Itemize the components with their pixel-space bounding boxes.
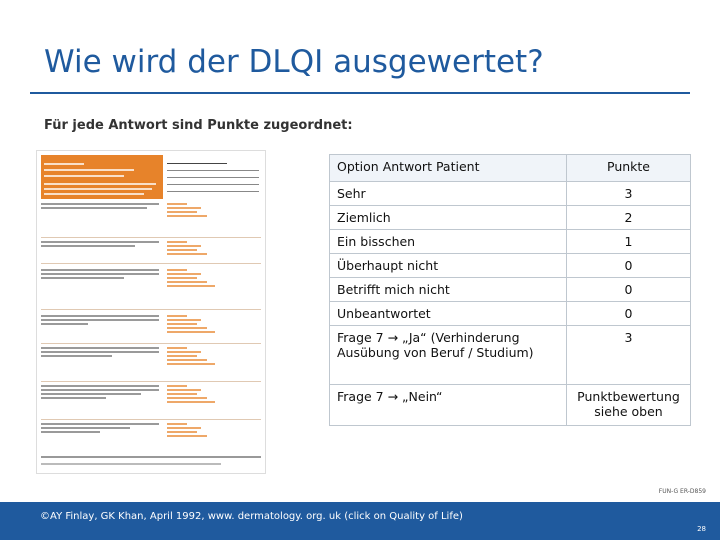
form-footer-line bbox=[41, 456, 261, 458]
copyright-footer: ©AY Finlay, GK Khan, April 1992, www. de… bbox=[40, 511, 463, 522]
table-row: Betrifft mich nicht 0 bbox=[329, 277, 691, 302]
answer-points: 0 bbox=[566, 277, 691, 302]
answer-points: Punktbewertung siehe oben bbox=[566, 384, 691, 426]
form-question bbox=[41, 239, 261, 265]
answer-option: Überhaupt nicht bbox=[329, 253, 567, 278]
answer-option: Frage 7 → „Nein“ bbox=[329, 384, 567, 426]
form-question bbox=[41, 345, 261, 382]
table-header-row: Option Antwort Patient Punkte bbox=[329, 154, 691, 182]
answer-option: Unbeantwortet bbox=[329, 301, 567, 326]
answer-points: 0 bbox=[566, 301, 691, 326]
scoring-table: Option Antwort Patient Punkte Sehr 3 Zie… bbox=[329, 154, 691, 426]
answer-option: Ziemlich bbox=[329, 205, 567, 230]
answer-points: 3 bbox=[566, 325, 691, 385]
form-header-block bbox=[41, 155, 163, 199]
answer-points: 1 bbox=[566, 229, 691, 254]
form-code-label: FUN-G ER-D859 bbox=[658, 488, 706, 495]
form-footer-line bbox=[41, 463, 221, 465]
answer-points: 3 bbox=[566, 181, 691, 206]
form-question bbox=[41, 313, 261, 344]
answer-points: 2 bbox=[566, 205, 691, 230]
answer-points: 0 bbox=[566, 253, 691, 278]
form-meta-fields bbox=[167, 157, 259, 198]
footer-bar bbox=[0, 502, 720, 540]
table-row: Frage 7 → „Ja“ (Verhinderung Ausübung vo… bbox=[329, 325, 691, 385]
slide-title: Wie wird der DLQI ausgewertet? bbox=[44, 44, 544, 80]
answer-option: Betrifft mich nicht bbox=[329, 277, 567, 302]
slide-subtitle: Für jede Antwort sind Punkte zugeordnet: bbox=[44, 118, 353, 133]
column-header-points: Punkte bbox=[566, 154, 691, 182]
form-question bbox=[41, 421, 261, 451]
table-row: Unbeantwortet 0 bbox=[329, 301, 691, 326]
table-row: Sehr 3 bbox=[329, 181, 691, 206]
dlqi-form-thumbnail bbox=[36, 150, 266, 474]
table-row: Überhaupt nicht 0 bbox=[329, 253, 691, 278]
table-row: Frage 7 → „Nein“ Punktbewertung siehe ob… bbox=[329, 384, 691, 426]
form-question bbox=[41, 383, 261, 420]
table-row: Ein bisschen 1 bbox=[329, 229, 691, 254]
title-underline bbox=[30, 92, 690, 94]
answer-option: Sehr bbox=[329, 181, 567, 206]
answer-option: Frage 7 → „Ja“ (Verhinderung Ausübung vo… bbox=[329, 325, 567, 385]
form-question bbox=[41, 267, 261, 311]
page-number: 28 bbox=[697, 525, 706, 533]
answer-option: Ein bisschen bbox=[329, 229, 567, 254]
table-row: Ziemlich 2 bbox=[329, 205, 691, 230]
form-question bbox=[41, 201, 261, 239]
column-header-option: Option Antwort Patient bbox=[329, 154, 567, 182]
